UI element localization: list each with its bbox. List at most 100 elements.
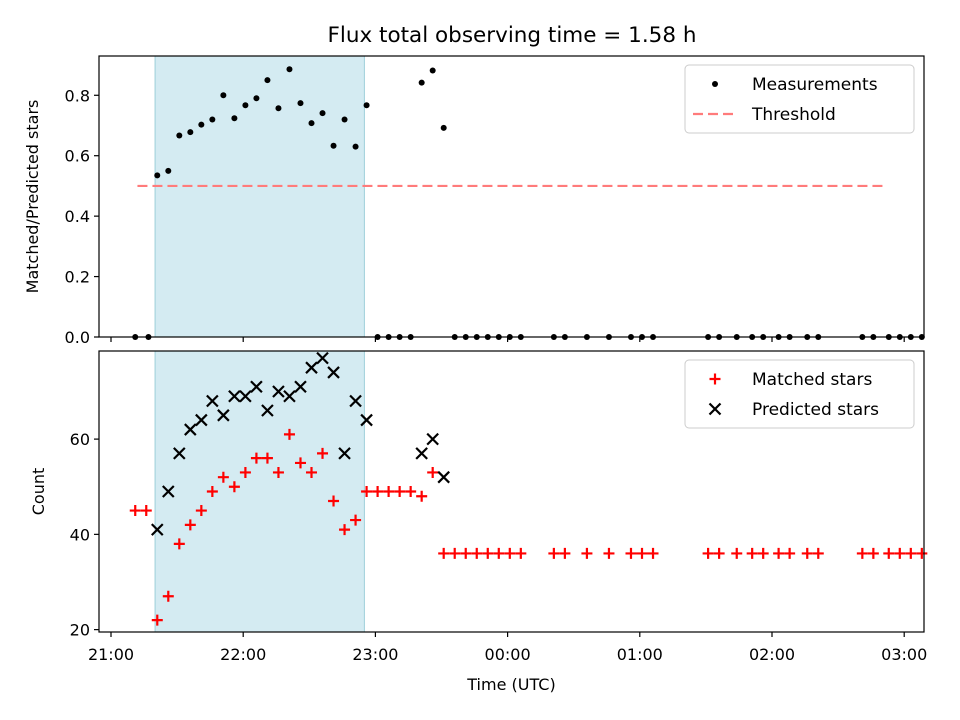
legend-label: Predicted stars xyxy=(752,400,879,420)
bottom-panel-counts: 20 40 60 21:00 22:00 23:00 00:00 01:00 02:00 03:0… xyxy=(29,350,928,694)
data-point xyxy=(308,120,315,127)
data-point xyxy=(493,547,505,559)
data-point xyxy=(283,428,295,440)
x-tick-label: 02:00 xyxy=(749,645,795,664)
data-point xyxy=(460,547,472,559)
data-point xyxy=(306,466,318,478)
data-point xyxy=(162,590,174,602)
data-point xyxy=(702,547,714,559)
data-point xyxy=(275,105,282,112)
axes-frame xyxy=(98,55,925,338)
legend: Measurements Threshold xyxy=(684,64,915,134)
data-point xyxy=(812,547,824,559)
legend-box xyxy=(684,359,915,429)
data-point xyxy=(339,524,351,536)
data-point xyxy=(349,394,362,408)
data-point xyxy=(416,490,428,502)
x-tick-label: 03:00 xyxy=(881,645,927,664)
data-point xyxy=(773,547,785,559)
data-point xyxy=(330,142,337,149)
data-point xyxy=(319,110,326,117)
data-point xyxy=(228,389,241,403)
data-point xyxy=(916,547,928,559)
data-point xyxy=(261,452,273,464)
data-point xyxy=(363,102,370,109)
legend-label: Measurements xyxy=(752,75,878,95)
data-point xyxy=(217,471,229,483)
data-point xyxy=(731,547,743,559)
data-point xyxy=(297,100,304,107)
data-point xyxy=(283,389,296,403)
data-point xyxy=(239,466,251,478)
data-point xyxy=(905,547,917,559)
x-tick-label: 00:00 xyxy=(485,645,531,664)
legend-label: Matched stars xyxy=(752,370,872,390)
y-axis-label: Matched/Predicted stars xyxy=(23,100,42,294)
data-point xyxy=(867,547,879,559)
data-point xyxy=(187,129,194,136)
data-point xyxy=(206,394,219,408)
data-point xyxy=(286,66,293,73)
x-tick-label: 22:00 xyxy=(220,645,266,664)
shaded-observing-window xyxy=(155,56,365,337)
y-tick-label: 0.0 xyxy=(65,328,90,347)
data-point xyxy=(437,470,450,484)
data-point xyxy=(151,614,163,626)
legend-label: Threshold xyxy=(751,105,836,125)
legend-marker xyxy=(709,373,721,385)
data-point xyxy=(636,547,648,559)
data-point xyxy=(239,389,252,403)
data-point xyxy=(198,121,205,128)
data-point xyxy=(184,519,196,531)
data-point xyxy=(352,143,359,150)
series-matched-stars xyxy=(129,428,928,626)
data-point xyxy=(327,366,340,379)
data-point xyxy=(195,505,207,517)
data-point xyxy=(418,79,425,86)
data-point xyxy=(360,413,373,427)
legend-marker xyxy=(708,402,722,416)
data-point xyxy=(165,167,172,174)
data-point xyxy=(438,547,450,559)
data-point xyxy=(449,547,461,559)
data-point xyxy=(603,547,615,559)
data-point xyxy=(746,547,758,559)
legend-marker xyxy=(712,81,718,87)
legend-box xyxy=(684,64,915,134)
data-point xyxy=(195,413,208,427)
data-point xyxy=(482,547,494,559)
data-point xyxy=(504,547,516,559)
data-point xyxy=(294,380,307,393)
data-point xyxy=(440,124,447,131)
data-point xyxy=(784,547,796,559)
data-point xyxy=(217,409,230,422)
data-point xyxy=(548,547,560,559)
data-point xyxy=(184,423,197,436)
data-point xyxy=(361,486,373,497)
top-panel-measurements: 0.0 0.2 0.4 0.6 0.8 Matched/Predicted stars Me… xyxy=(23,55,925,347)
data-point xyxy=(206,486,218,497)
y-tick-label: 40 xyxy=(70,525,90,544)
data-point xyxy=(426,432,439,446)
data-point xyxy=(581,547,593,559)
data-point xyxy=(173,538,185,550)
series-predicted-stars xyxy=(150,351,450,536)
data-point xyxy=(341,116,348,123)
data-point xyxy=(394,486,406,497)
data-point xyxy=(242,102,249,109)
axes-frame xyxy=(98,350,925,633)
data-point xyxy=(305,361,318,374)
data-point xyxy=(317,447,329,459)
data-point xyxy=(272,466,284,478)
data-point xyxy=(350,514,362,526)
data-point xyxy=(154,172,161,179)
data-point xyxy=(405,486,417,497)
data-point xyxy=(471,547,483,559)
data-point xyxy=(250,452,262,464)
data-point xyxy=(176,132,183,139)
y-tick-label: 60 xyxy=(70,430,90,449)
data-point xyxy=(338,447,351,460)
data-point xyxy=(883,547,895,559)
data-point xyxy=(316,351,329,365)
